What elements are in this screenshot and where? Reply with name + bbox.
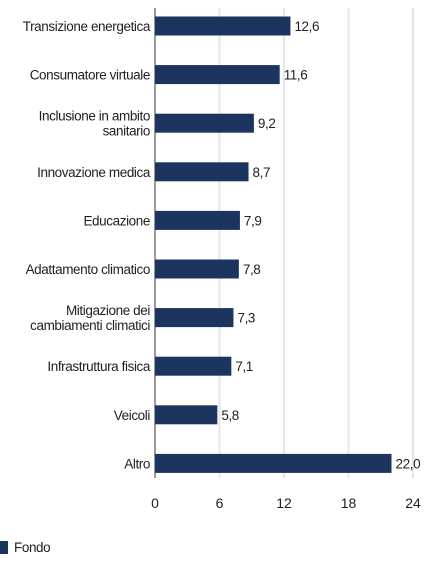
- x-tick-label: 12: [276, 495, 292, 511]
- bar: [155, 162, 249, 182]
- value-label: 7,9: [244, 213, 262, 228]
- value-label: 12,6: [294, 19, 319, 34]
- bar: [155, 308, 234, 328]
- category-labels: Transizione energetica Consumatore virtua…: [23, 19, 152, 471]
- category-label: Transizione energetica: [23, 19, 151, 34]
- x-tick-label: 0: [151, 495, 159, 511]
- x-tick-label: 18: [341, 495, 357, 511]
- category-label: Veicoli: [114, 408, 151, 423]
- bar: [155, 113, 254, 133]
- category-label: Educazione: [83, 213, 150, 228]
- value-label: 7,3: [237, 311, 255, 326]
- bar: [155, 210, 240, 230]
- value-label: 7,8: [243, 262, 261, 277]
- bar: [155, 356, 232, 376]
- value-labels: 12,6 11,6 9,2 8,7 7,9 7,8 7,3 7,1 5,8 22,0: [221, 19, 420, 471]
- category-label: Adattamento climatico: [26, 262, 150, 277]
- category-label: Inclusione in ambito sanitario: [39, 109, 150, 139]
- x-tick-label: 24: [405, 495, 421, 511]
- value-label: 5,8: [221, 408, 239, 423]
- bar: [155, 259, 239, 279]
- x-tick-label: 6: [216, 495, 224, 511]
- x-axis-ticks: 0 6 12 18 24: [151, 495, 421, 511]
- legend-label: Fondo: [14, 540, 51, 555]
- bar: [155, 453, 392, 473]
- grid-lines: [154, 8, 414, 478]
- bar: [155, 405, 218, 425]
- category-label: Altro: [124, 456, 150, 471]
- value-label: 9,2: [258, 116, 276, 131]
- category-label: Innovazione medica: [37, 165, 151, 180]
- legend-swatch: [0, 541, 8, 554]
- legend: Fondo: [0, 540, 51, 555]
- bars: [155, 16, 392, 473]
- category-label: Consumatore virtuale: [30, 68, 150, 83]
- value-label: 22,0: [396, 456, 421, 471]
- bar-chart: Transizione energetica Consumatore virtua…: [23, 8, 421, 511]
- category-label: Mitigazione dei cambiamenti climatici: [30, 303, 150, 333]
- category-label: Infrastruttura fisica: [47, 359, 151, 374]
- bar: [155, 16, 291, 36]
- value-label: 8,7: [253, 165, 271, 180]
- bar: [155, 65, 280, 85]
- value-label: 11,6: [284, 68, 308, 83]
- value-label: 7,1: [235, 359, 253, 374]
